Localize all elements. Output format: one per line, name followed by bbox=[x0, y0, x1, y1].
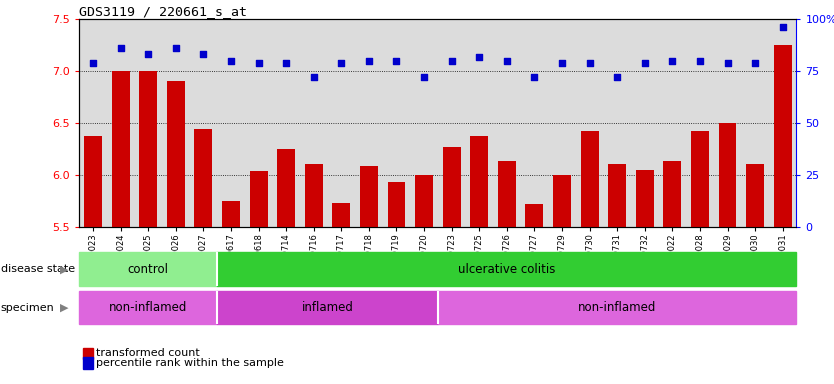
Point bbox=[528, 74, 541, 80]
Bar bbox=[139, 71, 157, 227]
Text: inflamed: inflamed bbox=[302, 301, 354, 314]
Point bbox=[748, 60, 761, 66]
Bar bbox=[332, 203, 350, 227]
Point bbox=[334, 60, 348, 66]
Point bbox=[500, 58, 514, 64]
Bar bbox=[553, 175, 571, 227]
Text: ▶: ▶ bbox=[60, 264, 68, 274]
Bar bbox=[415, 175, 433, 227]
Text: percentile rank within the sample: percentile rank within the sample bbox=[96, 358, 284, 368]
Bar bbox=[360, 166, 378, 227]
Point bbox=[224, 58, 238, 64]
Text: specimen: specimen bbox=[1, 303, 54, 313]
Text: non-inflamed: non-inflamed bbox=[578, 301, 656, 314]
Bar bbox=[249, 170, 268, 227]
Bar bbox=[746, 164, 764, 227]
Bar bbox=[719, 123, 736, 227]
Point bbox=[197, 51, 210, 58]
Bar bbox=[217, 291, 438, 324]
Bar bbox=[79, 291, 217, 324]
Text: GDS3119 / 220661_s_at: GDS3119 / 220661_s_at bbox=[79, 5, 247, 18]
Point bbox=[362, 58, 375, 64]
Bar bbox=[470, 136, 488, 227]
Point bbox=[417, 74, 430, 80]
Bar bbox=[217, 252, 796, 286]
Point bbox=[583, 60, 596, 66]
Text: non-inflamed: non-inflamed bbox=[109, 301, 188, 314]
Bar bbox=[112, 71, 129, 227]
Point bbox=[721, 60, 734, 66]
Bar bbox=[304, 164, 323, 227]
Bar bbox=[774, 45, 791, 227]
Point bbox=[693, 58, 706, 64]
Bar bbox=[663, 161, 681, 227]
Point bbox=[142, 51, 155, 58]
Bar bbox=[636, 170, 654, 227]
Bar bbox=[438, 291, 796, 324]
Bar bbox=[167, 81, 185, 227]
Bar bbox=[194, 129, 213, 227]
Text: ulcerative colitis: ulcerative colitis bbox=[458, 263, 555, 276]
Point bbox=[666, 58, 679, 64]
Text: ▶: ▶ bbox=[60, 303, 68, 313]
Bar bbox=[222, 201, 240, 227]
Point bbox=[610, 74, 624, 80]
Point bbox=[473, 53, 486, 60]
Text: disease state: disease state bbox=[1, 264, 75, 274]
Point bbox=[555, 60, 569, 66]
Bar bbox=[580, 131, 599, 227]
Bar bbox=[79, 252, 217, 286]
Bar bbox=[388, 182, 405, 227]
Point bbox=[776, 25, 789, 31]
Point bbox=[445, 58, 459, 64]
Text: control: control bbox=[128, 263, 168, 276]
Bar bbox=[498, 161, 515, 227]
Bar bbox=[691, 131, 709, 227]
Point bbox=[638, 60, 651, 66]
Point bbox=[307, 74, 320, 80]
Bar bbox=[277, 149, 295, 227]
Text: transformed count: transformed count bbox=[96, 348, 199, 358]
Point bbox=[252, 60, 265, 66]
Bar bbox=[525, 204, 544, 227]
Point bbox=[279, 60, 293, 66]
Bar bbox=[443, 147, 460, 227]
Point bbox=[169, 45, 183, 51]
Point bbox=[87, 60, 100, 66]
Bar bbox=[608, 164, 626, 227]
Point bbox=[389, 58, 403, 64]
Bar bbox=[84, 136, 102, 227]
Point bbox=[114, 45, 128, 51]
